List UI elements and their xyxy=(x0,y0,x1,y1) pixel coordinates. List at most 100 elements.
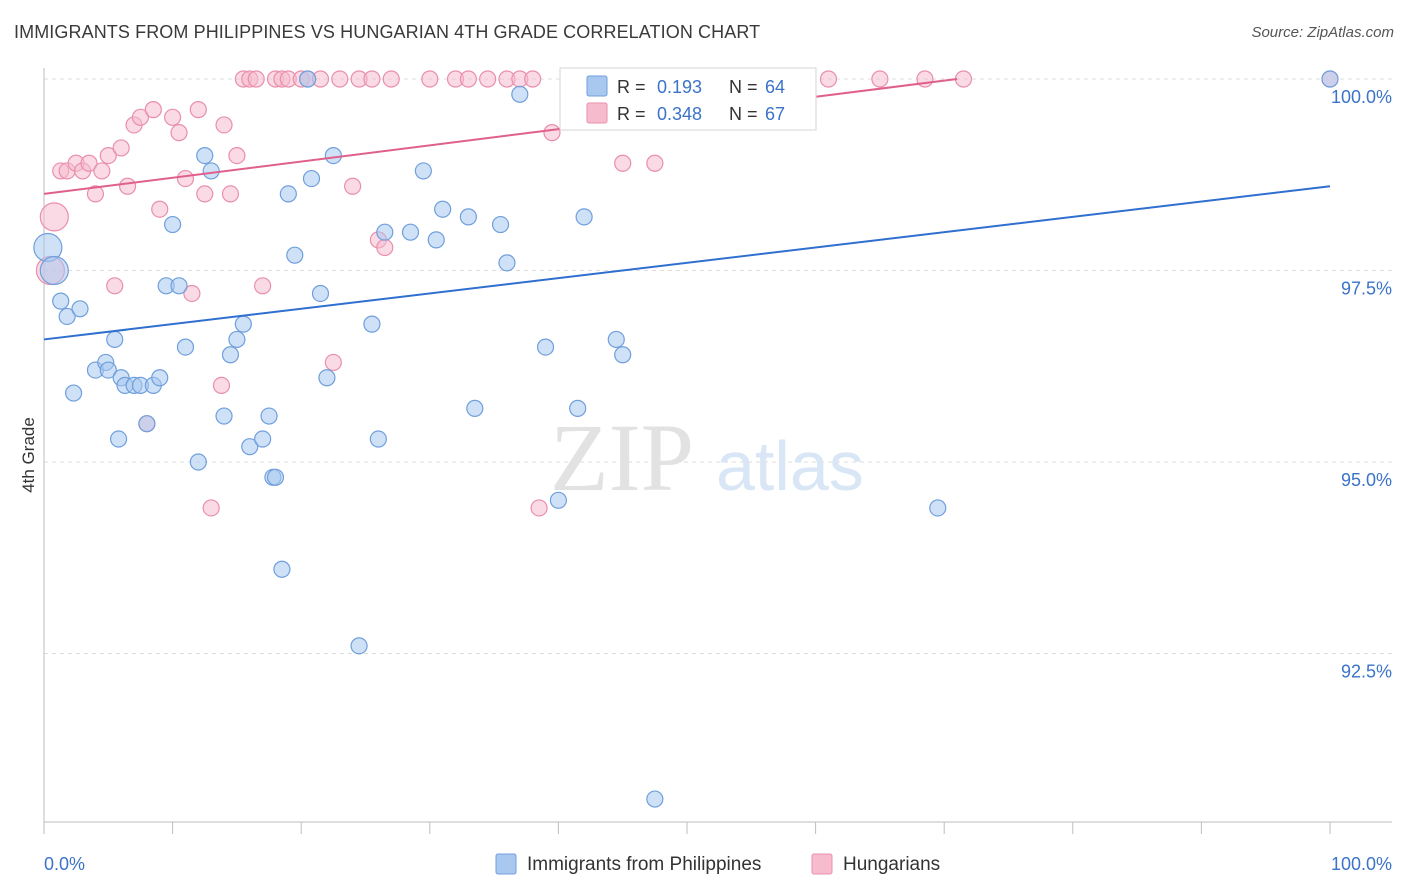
hungarians-point-18 xyxy=(164,108,182,126)
philippines-point-45 xyxy=(376,223,394,241)
philippines-point-3 xyxy=(58,307,76,326)
y-axis-label: 4th Grade xyxy=(19,417,38,493)
series-legend-philippines-swatch xyxy=(495,853,517,875)
x-tick-label-max: 100.0% xyxy=(1331,854,1392,874)
watermark-atlas: atlas xyxy=(716,427,864,505)
hungarians-point-28 xyxy=(228,147,246,165)
hungarians-point-32 xyxy=(254,277,272,295)
philippines-point-21 xyxy=(176,338,195,356)
hungarians-point-55 xyxy=(543,124,561,142)
philippines-point-35 xyxy=(279,185,297,203)
philippines-point-58 xyxy=(575,208,593,226)
philippines-point-4 xyxy=(64,384,83,402)
philippines-point-36 xyxy=(286,246,304,264)
philippines-point-34 xyxy=(273,560,291,578)
philippines-point-10 xyxy=(109,430,128,448)
hungarians-point-40 xyxy=(331,70,349,88)
series-legend-hungarians-swatch xyxy=(811,853,833,875)
legend-n-value-pink: 67 xyxy=(765,104,785,124)
hungarians-point-47 xyxy=(421,70,439,88)
hungarians-point-23 xyxy=(196,185,214,203)
philippines-point-27 xyxy=(228,330,246,349)
hungarians-point-46 xyxy=(382,70,400,88)
hungarians-point-59 xyxy=(646,154,664,172)
philippines-point-42 xyxy=(350,637,368,655)
series-legend: Immigrants from Philippines Hungarians xyxy=(495,853,940,875)
philippines-point-43 xyxy=(363,315,381,333)
hungarians-point-31 xyxy=(247,70,265,88)
stats-legend: R = 0.193 N = 64 R = 0.348 N = 67 xyxy=(559,67,817,131)
philippines-point-52 xyxy=(491,215,510,234)
philippines-point-56 xyxy=(549,491,568,509)
philippines-point-64 xyxy=(1321,70,1339,88)
philippines-point-55 xyxy=(536,338,555,356)
hungarians-point-41 xyxy=(344,177,362,195)
y-tick-label-0: 100.0% xyxy=(1331,87,1392,107)
legend-r-value-pink: 0.348 xyxy=(657,104,702,124)
series-philippines-points xyxy=(33,70,1339,808)
hungarians-point-10 xyxy=(106,277,124,295)
y-tick-labels: 100.0% 97.5% 95.0% 92.5% xyxy=(1331,87,1392,682)
series-legend-philippines-label: Immigrants from Philippines xyxy=(527,854,761,875)
y-tick-label-1: 97.5% xyxy=(1341,279,1392,299)
watermark-zip: ZIP xyxy=(550,404,694,511)
hungarians-point-20 xyxy=(176,169,195,188)
hungarians-point-65 xyxy=(954,70,973,88)
hungarians-point-6 xyxy=(80,154,98,172)
philippines-point-53 xyxy=(498,254,516,272)
legend-n-label-blue: N = xyxy=(729,77,758,97)
hungarians-point-53 xyxy=(524,70,542,88)
legend-blue-swatch xyxy=(586,75,608,97)
hungarians-point-49 xyxy=(459,70,477,88)
philippines-point-59 xyxy=(607,330,625,349)
hungarians-point-43 xyxy=(363,70,381,88)
hungarians-point-9 xyxy=(99,147,117,165)
philippines-point-23 xyxy=(196,147,214,165)
philippines-point-2 xyxy=(52,292,70,310)
philippines-point-26 xyxy=(221,346,240,364)
philippines-point-28 xyxy=(234,315,252,333)
philippines-point-33 xyxy=(266,468,285,486)
legend-n-label-pink: N = xyxy=(729,104,758,124)
hungarians-point-12 xyxy=(118,177,137,195)
hungarians-point-54 xyxy=(530,499,548,517)
philippines-point-50 xyxy=(459,208,477,226)
philippines-point-61 xyxy=(646,790,664,808)
y-tick-label-3: 92.5% xyxy=(1341,662,1392,682)
chart-title: IMMIGRANTS FROM PHILIPPINES VS HUNGARIAN… xyxy=(14,22,761,42)
legend-n-value-blue: 64 xyxy=(765,77,785,97)
series-legend-hungarians-label: Hungarians xyxy=(843,854,940,875)
philippines-point-38 xyxy=(302,169,321,188)
philippines-point-5 xyxy=(71,300,89,318)
axes xyxy=(43,68,1392,834)
philippines-trend-line xyxy=(43,185,1331,341)
philippines-point-24 xyxy=(202,162,220,180)
philippines-point-1 xyxy=(39,255,69,286)
hungarians-point-50 xyxy=(479,70,497,88)
hungarians-point-25 xyxy=(212,376,231,394)
philippines-point-46 xyxy=(401,223,420,241)
hungarians-point-63 xyxy=(871,70,889,88)
philippines-point-37 xyxy=(299,70,317,88)
philippines-point-17 xyxy=(151,369,169,387)
philippines-point-9 xyxy=(106,330,124,349)
philippines-point-49 xyxy=(434,200,452,218)
philippines-point-54 xyxy=(511,85,529,103)
hungarians-point-62 xyxy=(819,70,838,88)
philippines-point-51 xyxy=(466,399,484,417)
philippines-point-22 xyxy=(189,453,207,471)
legend-pink-swatch xyxy=(586,102,608,124)
philippines-point-48 xyxy=(427,231,445,249)
y-tick-label-2: 95.0% xyxy=(1341,470,1392,490)
philippines-point-41 xyxy=(324,147,342,165)
philippines-point-31 xyxy=(260,407,278,425)
philippines-point-44 xyxy=(369,430,387,448)
hungarians-point-39 xyxy=(324,353,342,372)
hungarians-point-7 xyxy=(86,185,105,203)
hungarians-point-1 xyxy=(39,202,69,232)
philippines-point-30 xyxy=(254,430,272,448)
legend-r-label-pink: R = xyxy=(617,104,646,124)
philippines-point-47 xyxy=(414,162,432,180)
hungarians-point-16 xyxy=(144,101,162,119)
